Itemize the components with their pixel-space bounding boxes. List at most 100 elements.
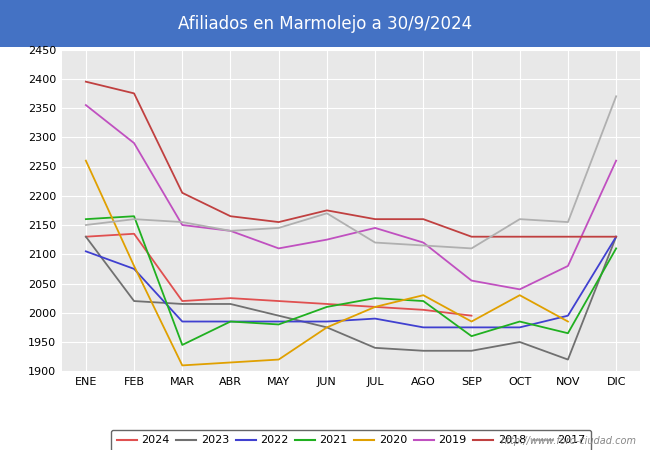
- 2021: [323, 304, 331, 310]
- 2022: [130, 266, 138, 271]
- 2023: [612, 234, 620, 239]
- 2017: [516, 216, 524, 222]
- 2023: [564, 357, 572, 362]
- 2021: [130, 214, 138, 219]
- 2018: [323, 208, 331, 213]
- Text: Afiliados en Marmolejo a 30/9/2024: Afiliados en Marmolejo a 30/9/2024: [178, 14, 472, 33]
- 2017: [371, 240, 379, 245]
- 2019: [82, 103, 90, 108]
- 2021: [612, 246, 620, 251]
- 2022: [612, 234, 620, 239]
- 2024: [467, 313, 475, 318]
- 2022: [516, 325, 524, 330]
- 2018: [371, 216, 379, 222]
- 2024: [82, 234, 90, 239]
- 2021: [467, 333, 475, 339]
- 2019: [371, 225, 379, 231]
- 2020: [275, 357, 283, 362]
- 2023: [467, 348, 475, 354]
- 2021: [516, 319, 524, 324]
- 2021: [227, 319, 235, 324]
- 2018: [564, 234, 572, 239]
- 2018: [612, 234, 620, 239]
- 2023: [227, 302, 235, 307]
- 2017: [82, 222, 90, 228]
- 2020: [467, 319, 475, 324]
- 2024: [419, 307, 427, 313]
- 2020: [516, 292, 524, 298]
- 2024: [227, 295, 235, 301]
- 2019: [467, 278, 475, 284]
- 2023: [130, 298, 138, 304]
- 2024: [178, 298, 186, 304]
- 2017: [227, 228, 235, 234]
- 2020: [130, 263, 138, 269]
- 2022: [178, 319, 186, 324]
- 2024: [275, 298, 283, 304]
- 2017: [130, 216, 138, 222]
- 2018: [227, 214, 235, 219]
- 2018: [82, 79, 90, 85]
- 2017: [323, 211, 331, 216]
- 2019: [227, 228, 235, 234]
- 2019: [612, 158, 620, 163]
- Line: 2018: 2018: [86, 82, 616, 237]
- Line: 2019: 2019: [86, 105, 616, 289]
- 2022: [564, 313, 572, 318]
- 2017: [275, 225, 283, 231]
- Line: 2023: 2023: [86, 237, 616, 360]
- 2022: [82, 249, 90, 254]
- 2017: [467, 246, 475, 251]
- 2022: [275, 319, 283, 324]
- 2023: [178, 302, 186, 307]
- 2023: [516, 339, 524, 345]
- 2020: [178, 363, 186, 368]
- 2018: [130, 91, 138, 96]
- 2022: [467, 325, 475, 330]
- Line: 2024: 2024: [86, 234, 471, 315]
- Line: 2017: 2017: [86, 96, 616, 248]
- 2020: [419, 292, 427, 298]
- 2017: [564, 220, 572, 225]
- 2022: [323, 319, 331, 324]
- 2024: [371, 304, 379, 310]
- 2022: [227, 319, 235, 324]
- 2020: [82, 158, 90, 163]
- Line: 2022: 2022: [86, 237, 616, 328]
- 2018: [467, 234, 475, 239]
- 2018: [516, 234, 524, 239]
- 2018: [275, 220, 283, 225]
- 2023: [82, 234, 90, 239]
- 2024: [323, 302, 331, 307]
- 2020: [564, 319, 572, 324]
- 2019: [130, 140, 138, 146]
- 2020: [323, 325, 331, 330]
- 2018: [419, 216, 427, 222]
- 2023: [323, 325, 331, 330]
- Legend: 2024, 2023, 2022, 2021, 2020, 2019, 2018, 2017: 2024, 2023, 2022, 2021, 2020, 2019, 2018…: [111, 430, 591, 450]
- 2019: [275, 246, 283, 251]
- 2020: [227, 360, 235, 365]
- 2021: [178, 342, 186, 347]
- 2017: [419, 243, 427, 248]
- 2023: [371, 345, 379, 351]
- 2019: [419, 240, 427, 245]
- 2023: [419, 348, 427, 354]
- 2019: [516, 287, 524, 292]
- 2021: [371, 295, 379, 301]
- Line: 2021: 2021: [86, 216, 616, 345]
- 2023: [275, 313, 283, 318]
- 2021: [564, 331, 572, 336]
- 2019: [564, 263, 572, 269]
- 2017: [178, 220, 186, 225]
- 2024: [130, 231, 138, 237]
- 2021: [82, 216, 90, 222]
- 2022: [419, 325, 427, 330]
- 2019: [178, 222, 186, 228]
- Text: http://www.foro-ciudad.com: http://www.foro-ciudad.com: [501, 436, 637, 446]
- Line: 2020: 2020: [86, 161, 568, 365]
- 2021: [275, 322, 283, 327]
- 2017: [612, 94, 620, 99]
- 2020: [371, 304, 379, 310]
- 2022: [371, 316, 379, 321]
